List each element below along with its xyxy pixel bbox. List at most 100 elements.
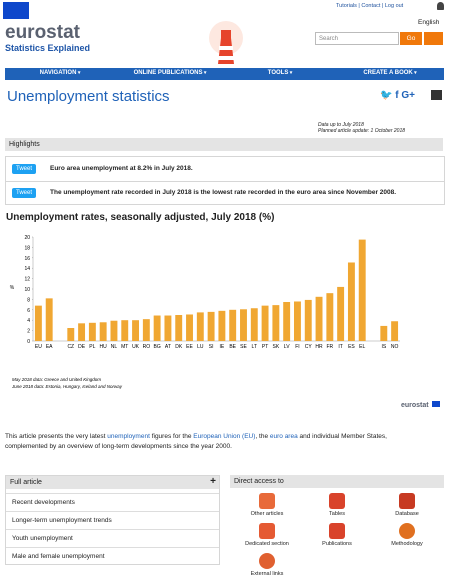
x-tick-label: MT (121, 344, 128, 350)
language[interactable]: English (418, 19, 440, 26)
y-tick-label: 8 (27, 297, 30, 303)
bar (175, 315, 183, 341)
link[interactable]: Contact (361, 3, 381, 9)
x-tick-label: LT (252, 344, 257, 350)
link[interactable]: unemployment (107, 433, 150, 440)
search-button[interactable]: Go (400, 32, 422, 45)
user-icon[interactable] (437, 2, 444, 10)
x-tick-label: NL (111, 344, 118, 350)
logo[interactable]: eurostat (5, 22, 80, 43)
header-text: Highlights (5, 138, 443, 151)
access-label: Dedicated section (245, 541, 289, 547)
x-tick-label: HR (315, 344, 323, 350)
nav-item[interactable]: NAVIGATION (40, 70, 81, 76)
access-item[interactable]: Database (382, 493, 432, 517)
bar (380, 325, 388, 341)
access-item[interactable]: Publications (312, 523, 362, 547)
nav-item[interactable]: TOOLS (268, 70, 292, 76)
bar (164, 315, 172, 341)
expand-icon[interactable]: + (210, 476, 216, 487)
chart-note: June 2018 data: Estonia, Hungary, Icelan… (11, 384, 123, 389)
bar (121, 320, 129, 341)
x-tick-label: SE (240, 344, 247, 350)
text: This article presents the very latest (5, 433, 108, 440)
article-item[interactable]: Youth unemployment (6, 529, 219, 547)
share-icons[interactable]: 🐦 f G+ (380, 90, 415, 101)
intro: This article presents the very latest un… (5, 432, 430, 452)
x-tick-label: FR (327, 344, 334, 350)
x-tick-label: CY (305, 344, 313, 350)
bar (67, 328, 75, 341)
x-tick-label: EE (186, 344, 193, 350)
bar (304, 299, 312, 341)
highlight: Tweet Euro area unemployment at 8.2% in J… (5, 156, 445, 182)
meta: Data up to July 2018 Planned article upda… (318, 122, 405, 134)
bar (315, 296, 323, 341)
y-tick-label: 10 (24, 287, 30, 293)
bar (250, 308, 258, 341)
eu-flag (3, 2, 29, 19)
bar (358, 239, 366, 341)
bar (240, 309, 247, 341)
bar (294, 301, 301, 341)
link[interactable]: European Union (EU) (193, 433, 256, 440)
tagline: Statistics Explained (5, 43, 91, 53)
article-item[interactable]: Longer-term unemployment trends (6, 511, 219, 529)
source-flag (432, 401, 440, 407)
search-input[interactable]: Search (315, 32, 399, 45)
highlight: Tweet The unemployment rate recorded in J… (5, 181, 445, 205)
article-item[interactable]: Recent developments (6, 493, 219, 511)
access-item[interactable]: Dedicated section (242, 523, 292, 547)
bar (153, 315, 161, 341)
link[interactable]: Tutorials (336, 3, 357, 9)
text: and individual Member States, complement… (5, 433, 387, 450)
header-text: Full article (6, 476, 219, 489)
tweet-button[interactable]: Tweet (12, 188, 37, 198)
nav-item[interactable]: CREATE A BOOK (363, 70, 416, 76)
access-label: Other articles (250, 511, 284, 517)
nav-bar: NAVIGATION ONLINE PUBLICATIONS TOOLS CRE… (5, 68, 444, 80)
x-tick-label: LU (197, 344, 204, 350)
access-item[interactable]: Methodology (382, 523, 432, 547)
bar (391, 321, 399, 341)
source-logo: eurostat (401, 402, 429, 409)
link[interactable]: euro area (269, 433, 298, 440)
page-title: Unemployment statistics (7, 88, 170, 105)
access-label: Methodology (391, 541, 423, 547)
highlights-header: Highlights (5, 138, 443, 151)
x-tick-label: NO (391, 344, 399, 350)
article-item[interactable]: Male and female unemployment (6, 547, 219, 565)
link[interactable]: Log out (384, 3, 404, 9)
bar (218, 310, 226, 341)
bar (283, 302, 291, 341)
access-label: Publications (322, 541, 352, 547)
bar (45, 298, 53, 341)
x-tick-label: LV (284, 344, 290, 350)
x-tick-label: SI (209, 344, 214, 350)
bar (142, 319, 150, 341)
y-tick-label: 18 (24, 245, 30, 251)
y-tick-label: 0 (27, 339, 30, 345)
access-label: External links (250, 571, 284, 577)
highlight-text: The unemployment rate recorded in July 2… (50, 189, 397, 196)
print-icon[interactable] (431, 90, 442, 100)
access-item[interactable]: Other articles (242, 493, 292, 517)
access-item[interactable]: External links (242, 553, 292, 577)
text: figures for the (149, 433, 194, 440)
y-tick-label: 4 (27, 318, 30, 324)
meta-line: Planned article update: 1 October 2018 (318, 128, 406, 134)
tweet-button[interactable]: Tweet (12, 164, 37, 174)
x-tick-label: BE (229, 344, 236, 350)
y-tick-label: 20 (24, 235, 30, 241)
home-button[interactable] (424, 32, 443, 45)
x-tick-label: FI (295, 344, 299, 350)
header-text: Direct access to (230, 475, 444, 488)
bar (347, 262, 355, 341)
x-tick-label: CZ (67, 344, 74, 350)
nav-item[interactable]: ONLINE PUBLICATIONS (134, 70, 207, 76)
x-tick-label: AT (165, 344, 171, 350)
highlight-text: Euro area unemployment at 8.2% in July 2… (50, 165, 193, 172)
x-tick-label: PT (262, 344, 268, 350)
x-tick-label: PL (89, 344, 95, 350)
access-item[interactable]: Tables (312, 493, 362, 517)
